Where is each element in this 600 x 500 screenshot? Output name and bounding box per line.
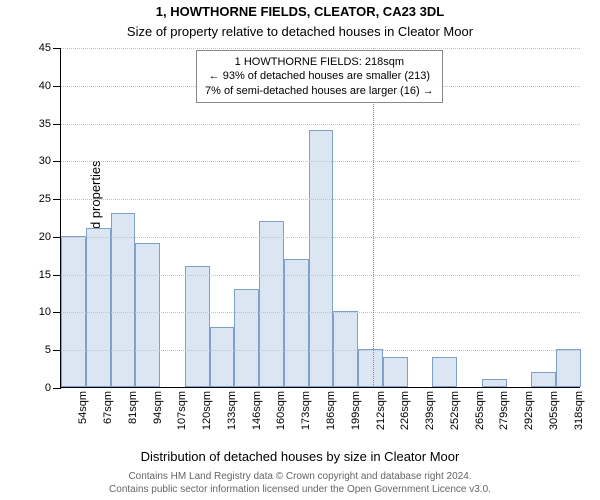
x-tick-label: 265sqm — [474, 391, 486, 430]
grid-line — [61, 199, 580, 200]
chart-title-line1: 1, HOWTHORNE FIELDS, CLEATOR, CA23 3DL — [0, 4, 600, 19]
grid-line — [61, 312, 580, 313]
x-tick-label: 252sqm — [449, 391, 461, 430]
x-tick-label: 305sqm — [548, 391, 560, 430]
x-axis-label: Distribution of detached houses by size … — [0, 449, 600, 464]
x-tick-label: 54sqm — [77, 391, 89, 424]
x-tick-label: 173sqm — [300, 391, 312, 430]
x-tick-label: 292sqm — [523, 391, 535, 430]
histogram-bar — [358, 349, 383, 387]
y-tick-label: 45 — [39, 42, 51, 54]
attribution-line2: Contains public sector information licen… — [109, 484, 491, 495]
y-tick-label: 35 — [39, 118, 51, 130]
info-box-line1: 1 HOWTHORNE FIELDS: 218sqm — [205, 55, 434, 69]
histogram-bar — [383, 357, 408, 387]
y-tick — [53, 237, 61, 238]
histogram-bar — [309, 130, 334, 387]
histogram-bar — [61, 236, 86, 387]
y-tick — [53, 199, 61, 200]
histogram-bar — [234, 289, 259, 387]
x-tick-label: 107sqm — [176, 391, 188, 430]
y-tick — [53, 275, 61, 276]
y-tick — [53, 388, 61, 389]
x-tick-label: 67sqm — [102, 391, 114, 424]
y-tick-label: 25 — [39, 193, 51, 205]
y-tick-label: 15 — [39, 269, 51, 281]
info-box-line2: ← 93% of detached houses are smaller (21… — [205, 69, 434, 83]
y-tick — [53, 312, 61, 313]
histogram-bar — [111, 213, 136, 387]
y-tick-label: 0 — [45, 382, 51, 394]
y-tick-label: 10 — [39, 306, 51, 318]
x-tick-label: 239sqm — [424, 391, 436, 430]
property-histogram: 1, HOWTHORNE FIELDS, CLEATOR, CA23 3DL S… — [0, 0, 600, 500]
histogram-bar — [259, 221, 284, 387]
y-tick-label: 20 — [39, 231, 51, 243]
y-tick — [53, 86, 61, 87]
x-tick-label: 279sqm — [498, 391, 510, 430]
histogram-bar — [556, 349, 581, 387]
x-tick-label: 94sqm — [152, 391, 164, 424]
x-tick-label: 226sqm — [399, 391, 411, 430]
y-tick-label: 5 — [45, 344, 51, 356]
histogram-bar — [531, 372, 556, 387]
histogram-bar — [284, 259, 309, 387]
x-tick-label: 186sqm — [325, 391, 337, 430]
chart-title-line2: Size of property relative to detached ho… — [0, 24, 600, 39]
attribution-line1: Contains HM Land Registry data © Crown c… — [128, 471, 471, 482]
plot-area: 05101520253035404554sqm67sqm81sqm94sqm10… — [60, 48, 580, 388]
y-tick — [53, 161, 61, 162]
histogram-bar — [432, 357, 457, 387]
y-tick — [53, 48, 61, 49]
grid-line — [61, 124, 580, 125]
grid-line — [61, 350, 580, 351]
x-tick-label: 146sqm — [251, 391, 263, 430]
histogram-bar — [185, 266, 210, 387]
x-tick-label: 133sqm — [226, 391, 238, 430]
histogram-bar — [86, 228, 111, 387]
y-tick-label: 30 — [39, 155, 51, 167]
x-tick-label: 212sqm — [375, 391, 387, 430]
x-tick-label: 318sqm — [573, 391, 585, 430]
x-tick-label: 160sqm — [275, 391, 287, 430]
histogram-bar — [482, 379, 507, 387]
histogram-bar — [210, 327, 235, 387]
grid-line — [61, 237, 580, 238]
grid-line — [61, 48, 580, 49]
y-tick — [53, 124, 61, 125]
y-tick-label: 40 — [39, 80, 51, 92]
y-tick — [53, 350, 61, 351]
x-tick-label: 81sqm — [127, 391, 139, 424]
histogram-bar — [333, 311, 358, 387]
x-tick-label: 199sqm — [350, 391, 362, 430]
info-box: 1 HOWTHORNE FIELDS: 218sqm ← 93% of deta… — [196, 50, 443, 103]
grid-line — [61, 275, 580, 276]
attribution: Contains HM Land Registry data © Crown c… — [0, 471, 600, 496]
x-tick-label: 120sqm — [201, 391, 213, 430]
grid-line — [61, 161, 580, 162]
info-box-line3: 7% of semi-detached houses are larger (1… — [205, 84, 434, 98]
histogram-bar — [135, 243, 160, 387]
